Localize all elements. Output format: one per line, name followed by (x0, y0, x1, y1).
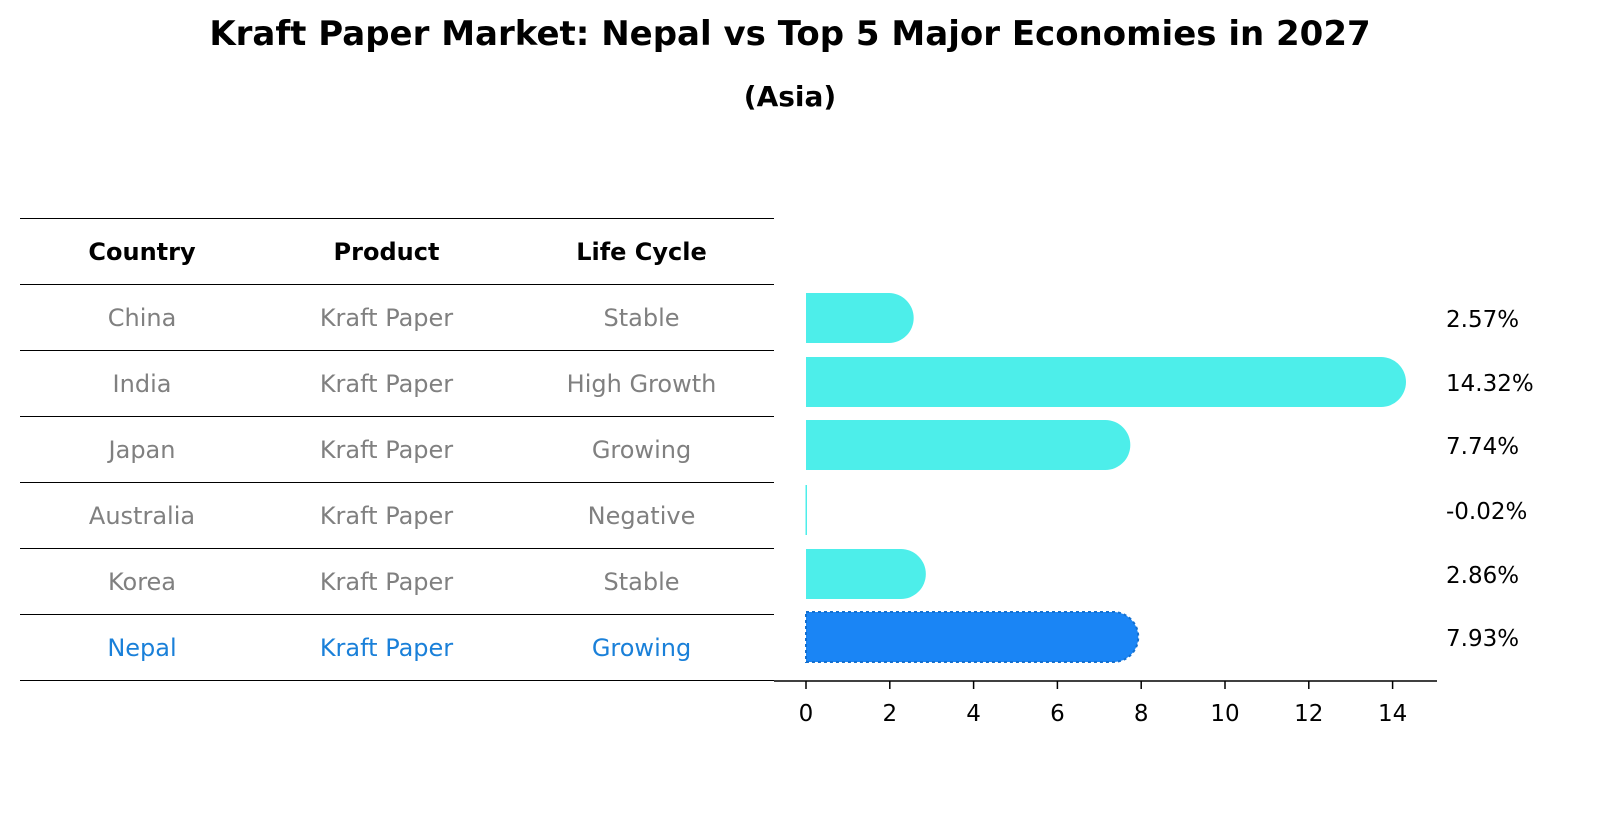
x-tick-label: 4 (966, 701, 981, 727)
data-label: 7.93% (1446, 626, 1519, 652)
cell-product: Kraft Paper (319, 567, 454, 596)
bar-australia (805, 485, 807, 535)
header-product: Product (333, 237, 440, 266)
bar-japan (806, 420, 1131, 470)
table-header-row: Country Product Life Cycle (20, 218, 774, 284)
table-row-highlight: Nepal Kraft Paper Growing (20, 614, 774, 681)
market-table: Country Product Life Cycle China Kraft P… (20, 218, 774, 681)
cell-country: Nepal (107, 633, 177, 662)
data-label: 7.74% (1446, 434, 1519, 460)
bar-korea (806, 549, 926, 599)
cell-life-cycle: High Growth (566, 369, 717, 398)
cell-life-cycle: Negative (587, 501, 696, 530)
cell-country: Australia (88, 501, 196, 530)
table-row: India Kraft Paper High Growth (20, 350, 774, 416)
table-row: Japan Kraft Paper Growing (20, 416, 774, 482)
chart-title: Kraft Paper Market: Nepal vs Top 5 Major… (209, 14, 1371, 54)
data-label: 14.32% (1446, 371, 1534, 397)
cell-product: Kraft Paper (319, 435, 454, 464)
header-country: Country (88, 237, 196, 266)
table-row: China Kraft Paper Stable (20, 284, 774, 350)
bar-china (806, 293, 914, 343)
cell-life-cycle: Stable (603, 303, 680, 332)
table-row: Australia Kraft Paper Negative (20, 482, 774, 548)
x-tick-label: 12 (1294, 701, 1323, 727)
table-row: Korea Kraft Paper Stable (20, 548, 774, 614)
cell-product: Kraft Paper (319, 303, 454, 332)
bar-nepal (805, 611, 1140, 663)
x-tick-label: 8 (1134, 701, 1149, 727)
cell-country: China (107, 303, 177, 332)
cell-product: Kraft Paper (319, 501, 454, 530)
data-label: 2.86% (1446, 563, 1519, 589)
x-tick-label: 0 (799, 701, 814, 727)
x-tick-label: 2 (882, 701, 897, 727)
cell-life-cycle: Growing (591, 633, 692, 662)
cell-life-cycle: Growing (591, 435, 692, 464)
x-tick-label: 6 (1050, 701, 1065, 727)
cell-country: Korea (107, 567, 177, 596)
bar-india (806, 357, 1406, 407)
data-label: 2.57% (1446, 307, 1519, 333)
cell-country: India (112, 369, 172, 398)
data-label: -0.02% (1446, 499, 1527, 525)
cell-product: Kraft Paper (319, 633, 454, 662)
x-tick-label: 10 (1210, 701, 1239, 727)
chart-subtitle: (Asia) (743, 80, 837, 113)
cell-product: Kraft Paper (319, 369, 454, 398)
x-tick-label: 14 (1378, 701, 1407, 727)
cell-country: Japan (108, 435, 176, 464)
header-life-cycle: Life Cycle (576, 237, 707, 266)
cell-life-cycle: Stable (603, 567, 680, 596)
